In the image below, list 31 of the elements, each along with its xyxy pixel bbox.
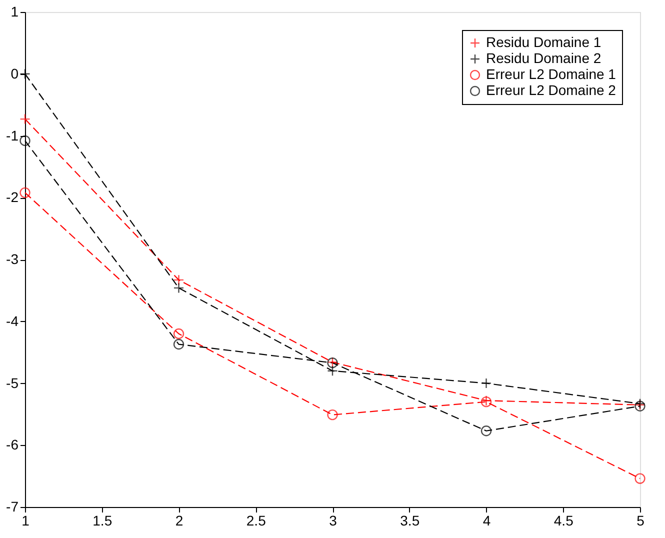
point [173, 338, 184, 350]
y-tick-label: -6 [6, 436, 19, 453]
legend-label: Residu Domaine 2 [486, 50, 602, 66]
x-tick-label: 4.5 [554, 512, 574, 528]
y-tick-label: -4 [6, 312, 19, 329]
x-tick-label: 1 [22, 512, 30, 528]
x-tick-label: 3.5 [400, 512, 420, 528]
x-tick-label: 5 [636, 512, 645, 528]
point [20, 187, 30, 198]
legend-label: Erreur L2 Domaine 2 [486, 82, 616, 98]
x-tick-label: 2.5 [246, 512, 266, 528]
x-tick-label: 3 [329, 512, 338, 528]
x-tick-label: 4 [482, 512, 491, 528]
y-tick-label: -1 [6, 127, 19, 144]
x-tick-label: 2 [175, 512, 184, 528]
x-tick-label: 1.5 [92, 512, 112, 528]
y-tick-label: -3 [6, 251, 19, 267]
y-tick-label: 0 [10, 65, 19, 82]
point [20, 114, 30, 124]
point [327, 366, 338, 376]
point [634, 473, 646, 484]
legend-label: Erreur L2 Domaine 1 [486, 66, 616, 82]
y-tick-label: -5 [6, 374, 19, 391]
point [173, 328, 184, 340]
y-tick-label: -2 [6, 189, 19, 206]
point [480, 426, 492, 436]
y-tick-label: -7 [6, 498, 19, 514]
point [327, 409, 338, 420]
y-tick-label: 1 [10, 4, 19, 20]
legend-label: Residu Domaine 1 [486, 34, 602, 50]
point [20, 135, 30, 146]
